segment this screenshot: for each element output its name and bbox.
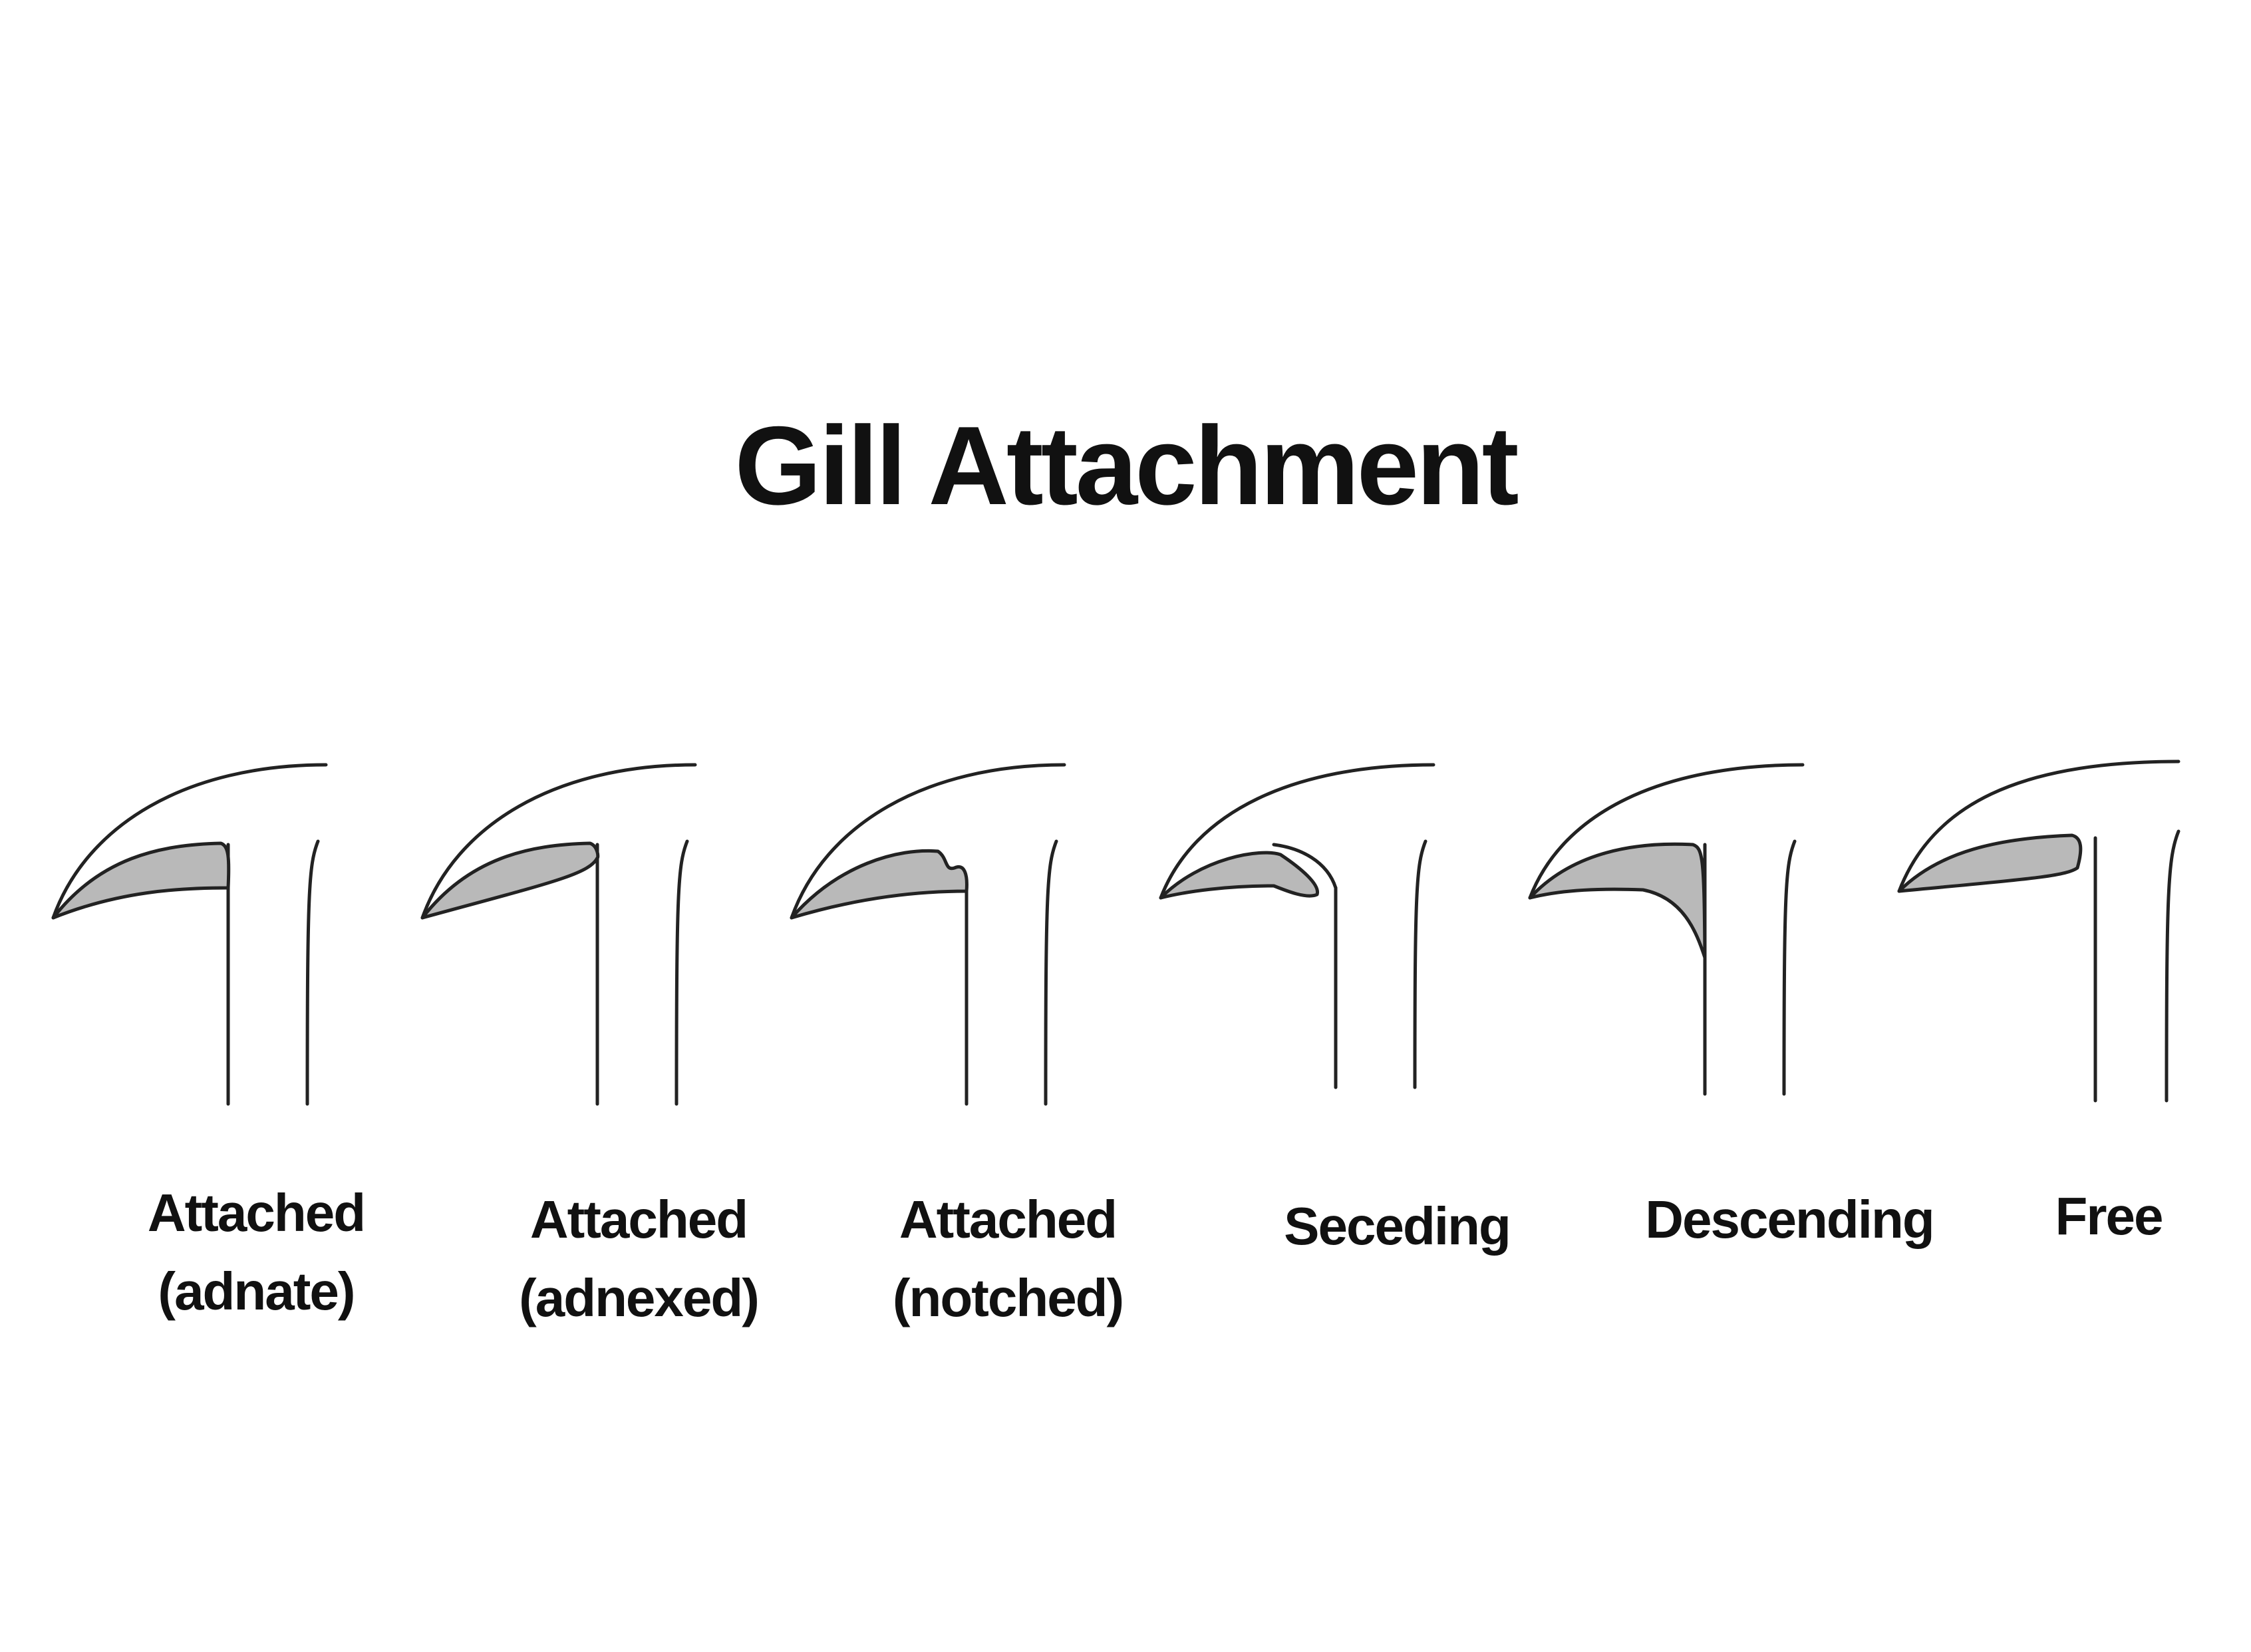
gill-shape <box>1528 842 1707 960</box>
cap-outline <box>51 763 328 920</box>
cap-underline <box>1272 843 1338 890</box>
label-adnate: Attached (adnate) <box>147 1183 366 1321</box>
gill-figure-notched <box>790 763 1066 1106</box>
gill-shape <box>51 841 231 920</box>
cap-outline <box>420 763 697 920</box>
cap-outline <box>1159 763 1435 900</box>
gill-figure-descending <box>1528 763 1805 1096</box>
gill-figure-free <box>1897 759 2180 1103</box>
cap-outline <box>1897 759 2180 893</box>
cap-outline <box>1528 763 1805 900</box>
cap-outline <box>790 763 1066 920</box>
gill-shape <box>1897 833 2083 893</box>
gill-shape <box>790 849 969 920</box>
gill-attachment-diagram <box>51 759 2180 1106</box>
stem-right-line <box>2165 829 2180 1103</box>
gill-shape <box>1159 851 1319 900</box>
stem-right-line <box>1413 839 1427 1089</box>
stem-right-line <box>675 839 689 1106</box>
gill-shape <box>420 841 600 920</box>
label-notched: Attached (notched) <box>892 1190 1124 1327</box>
label-free: Free <box>2055 1186 2164 1246</box>
label-descending: Descending <box>1645 1190 1934 1249</box>
stem-right-line <box>305 839 320 1106</box>
label-seceding: Seceding <box>1284 1196 1511 1256</box>
gill-figure-seceding <box>1159 763 1435 1089</box>
stem-right-line <box>1044 839 1058 1106</box>
page-title: Gill Attachment <box>734 403 1519 528</box>
label-adnexed: Attached (adnexed) <box>519 1190 760 1327</box>
gill-figure-adnexed <box>420 763 697 1106</box>
gill-figure-adnate <box>51 763 328 1106</box>
stem-right-line <box>1782 839 1797 1096</box>
